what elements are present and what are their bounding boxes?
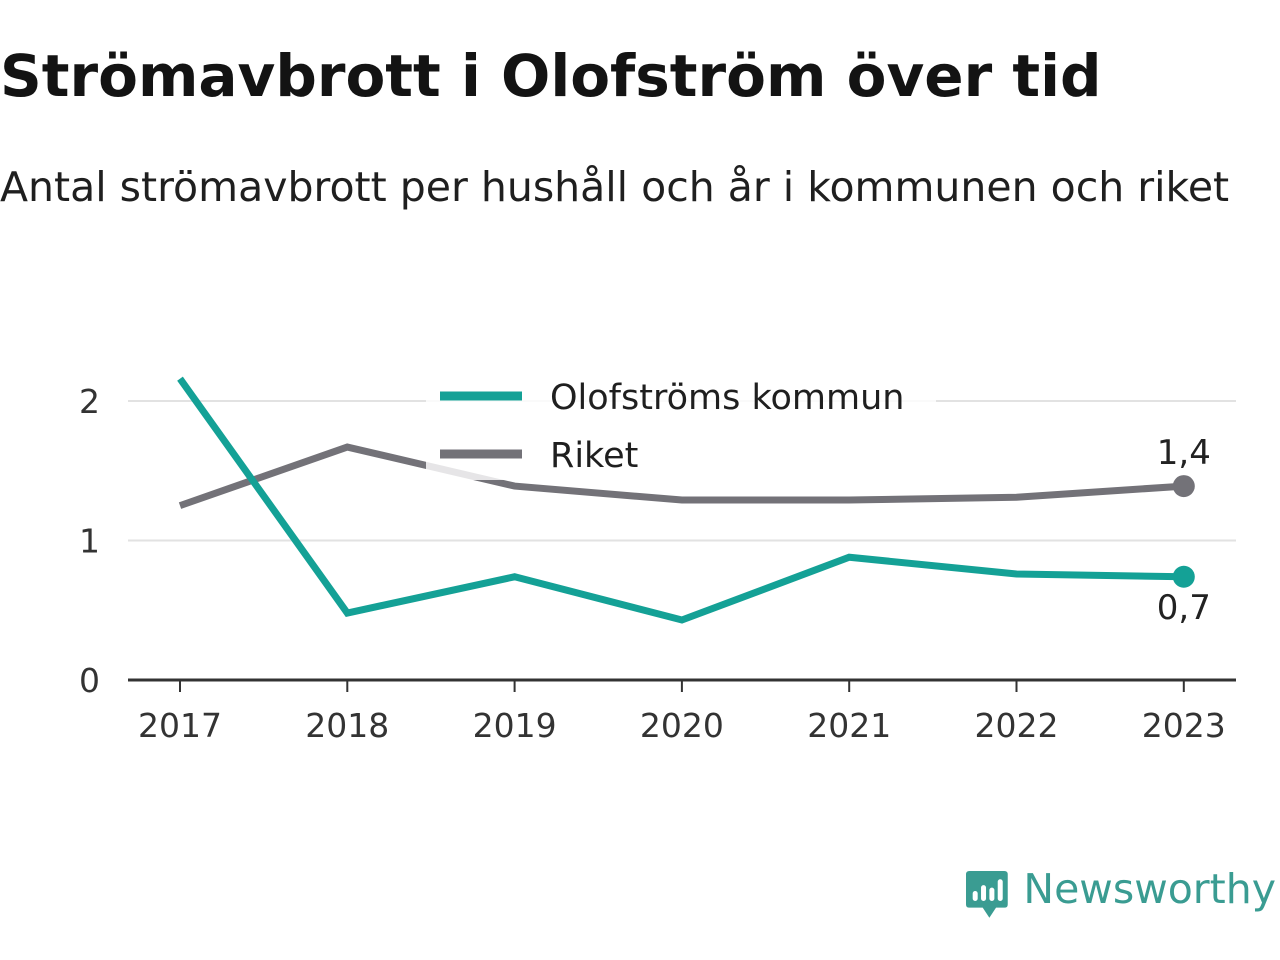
chart-subtitle: Antal strömavbrott per hushåll och år i …	[0, 163, 1230, 211]
series-line	[178, 443, 1185, 509]
y-tick-label: 1	[79, 522, 100, 561]
brand-name: Newsworthy	[1023, 865, 1276, 913]
x-tick-label: 2022	[975, 706, 1059, 745]
legend-label: Riket	[550, 436, 638, 476]
chart-legend: Olofströms kommun Riket	[426, 372, 936, 480]
x-tick-label: 2017	[138, 706, 222, 745]
series-end-point	[1172, 475, 1195, 498]
chart-title: Strömavbrott i Olofström över tid	[0, 42, 1102, 110]
y-tick-label: 2	[79, 382, 100, 421]
brand-logo: Newsworthy	[966, 866, 1276, 926]
x-tick-label: 2018	[305, 706, 389, 745]
y-axis-tick-labels: 0 1 2	[79, 382, 100, 700]
end-value-labels: 0,7 1,4	[1157, 433, 1211, 628]
newsworthy-logo-icon	[966, 870, 1008, 918]
x-tick-label: 2021	[807, 706, 891, 745]
chart-series	[177, 376, 1195, 624]
end-value-label: 1,4	[1157, 433, 1211, 473]
series-line	[177, 376, 1184, 624]
x-tick-label: 2019	[473, 706, 557, 745]
legend-label: Olofströms kommun	[550, 378, 904, 418]
y-tick-label: 0	[79, 661, 100, 700]
series-end-point	[1172, 565, 1195, 588]
x-axis: 2017 2018 2019 2020 2021 2022 2023	[128, 678, 1236, 745]
end-value-label: 0,7	[1157, 588, 1211, 628]
x-tick-label: 2020	[640, 706, 724, 745]
legend-background	[426, 372, 936, 480]
x-tick-label: 2023	[1142, 706, 1226, 745]
